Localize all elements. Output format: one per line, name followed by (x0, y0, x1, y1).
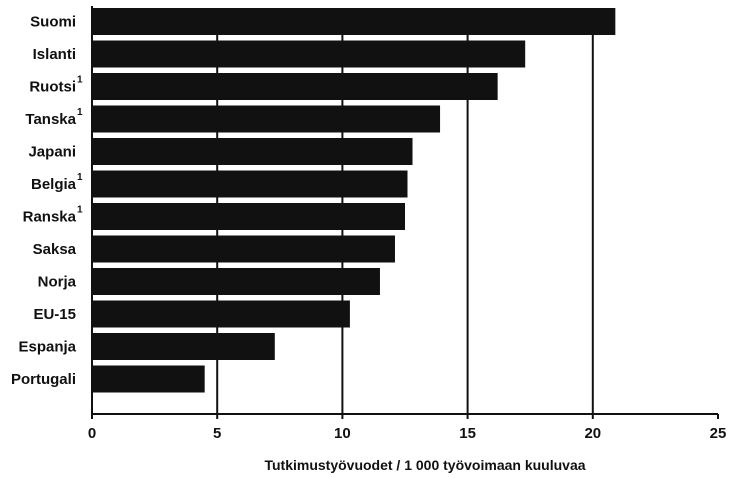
bar-islanti (92, 40, 526, 68)
category-label-belgia: Belgia (31, 176, 77, 193)
category-label-portugali: Portugali (11, 371, 76, 388)
bar-portugali (92, 365, 205, 393)
bar-layer (92, 8, 616, 393)
axis-layer: 0 5 10 15 20 25 (88, 6, 727, 442)
x-tick-label-20: 20 (584, 425, 601, 442)
footnote-marker-ruotsi: 1 (77, 75, 83, 86)
footnote-marker-ranska: 1 (77, 205, 83, 216)
bar-tanska (92, 105, 441, 133)
category-label-eu-15: EU-15 (33, 306, 76, 323)
category-label-ranska: Ranska (23, 209, 77, 226)
category-label-tanska: Tanska (25, 111, 76, 128)
footnote-marker-belgia: 1 (77, 172, 83, 183)
bar-belgia (92, 170, 408, 198)
bar-saksa (92, 235, 395, 263)
category-label-islanti: Islanti (33, 46, 76, 63)
category-label-norja: Norja (38, 274, 77, 291)
category-label-suomi: Suomi (30, 14, 76, 31)
bar-ruotsi (92, 73, 498, 100)
bar-norja (92, 268, 380, 295)
x-axis-title: Tutkimustyövuodet / 1 000 työvoimaan kuu… (264, 457, 585, 473)
category-label-saksa: Saksa (33, 241, 77, 258)
category-label-japani: Japani (28, 144, 76, 161)
x-tick-label-0: 0 (88, 425, 96, 442)
bar-eu-15 (92, 300, 350, 328)
x-tick-label-15: 15 (459, 425, 476, 442)
x-tick-label-5: 5 (213, 425, 221, 442)
bar-espanja (92, 333, 275, 360)
bar-japani (92, 138, 413, 165)
category-label-ruotsi: Ruotsi (29, 79, 76, 96)
x-tick-label-25: 25 (710, 425, 727, 442)
x-tick-label-10: 10 (334, 425, 351, 442)
bar-suomi (92, 8, 616, 35)
bar-ranska (92, 203, 405, 230)
category-label-espanja: Espanja (18, 339, 76, 356)
footnote-marker-tanska: 1 (77, 107, 83, 118)
